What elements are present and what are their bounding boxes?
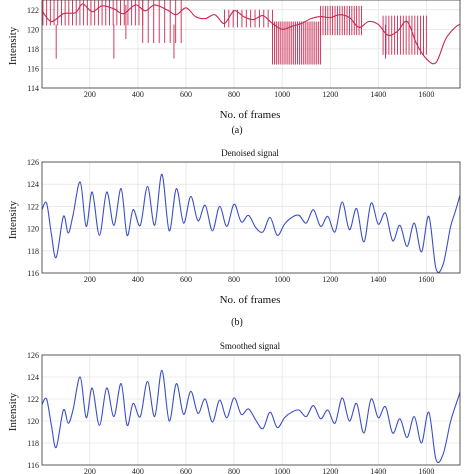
panel-c: 200 400 600 800 1000 1200 1400 1600 116 118 120 122…	[7, 341, 461, 474]
panel-b-caption: (b)	[231, 317, 243, 328]
x-tick-label: 1400	[370, 467, 386, 474]
x-tick-label: 600	[180, 90, 192, 99]
y-tick-label: 116	[27, 64, 39, 73]
x-tick-label: 1600	[418, 90, 434, 99]
x-tick-label: 1200	[322, 467, 338, 474]
x-tick-label: 1200	[322, 275, 338, 284]
x-tick-label: 400	[132, 275, 144, 284]
panel-a-xlabel: No. of frames	[220, 109, 281, 121]
y-tick-label: 126	[27, 158, 39, 167]
x-tick-label: 600	[180, 275, 192, 284]
y-tick-label: 118	[27, 247, 39, 256]
x-tick-label: 1400	[370, 275, 386, 284]
x-tick-label: 1200	[322, 90, 338, 99]
x-tick-label: 400	[132, 90, 144, 99]
x-tick-label: 1000	[274, 467, 290, 474]
x-tick-label: 800	[228, 90, 240, 99]
x-tick-label: 1000	[274, 275, 290, 284]
y-tick-label: 122	[27, 202, 39, 211]
y-tick-label: 122	[27, 395, 39, 404]
x-tick-label: 1400	[370, 90, 386, 99]
y-tick-label: 124	[27, 180, 39, 189]
panel-b-title: Denoised signal	[221, 148, 279, 158]
y-tick-label: 114	[27, 84, 39, 93]
x-tick-label: 1600	[418, 275, 434, 284]
y-tick-label: 120	[27, 225, 39, 234]
y-tick-label: 118	[27, 45, 39, 54]
panel-b: 200 400 600 800 1000 1200 1400 1600 116 118 120 122…	[7, 148, 461, 328]
x-tick-label: 200	[84, 467, 96, 474]
panel-c-title: Smoothed signal	[220, 341, 281, 351]
y-tick-label: 120	[27, 25, 39, 34]
x-tick-label: 800	[228, 467, 240, 474]
x-tick-label: 400	[132, 467, 144, 474]
panel-a: 200 400 600 800 1000 1200 1400 1600 114 116 118 120…	[7, 0, 461, 136]
y-tick-label: 116	[27, 461, 39, 470]
series-line	[42, 173, 460, 273]
panel-b-xlabel: No. of frames	[220, 294, 281, 306]
panel-b-ylabel: Intensity	[7, 200, 19, 239]
x-tick-label: 1000	[274, 90, 290, 99]
x-tick-label: 200	[84, 275, 96, 284]
panel-a-ylabel: Intensity	[7, 26, 19, 65]
series-line	[42, 369, 460, 464]
y-tick-label: 126	[27, 351, 39, 360]
y-tick-label: 116	[27, 269, 39, 278]
x-tick-label: 600	[180, 467, 192, 474]
y-tick-label: 122	[27, 6, 39, 15]
x-tick-label: 1600	[418, 467, 434, 474]
y-tick-label: 120	[27, 417, 39, 426]
panel-a-caption: (a)	[231, 125, 242, 136]
x-tick-label: 200	[84, 90, 96, 99]
y-tick-label: 124	[27, 373, 39, 382]
series-line	[42, 3, 460, 65]
y-tick-label: 118	[27, 439, 39, 448]
x-tick-label: 800	[228, 275, 240, 284]
panel-c-ylabel: Intensity	[7, 392, 19, 431]
